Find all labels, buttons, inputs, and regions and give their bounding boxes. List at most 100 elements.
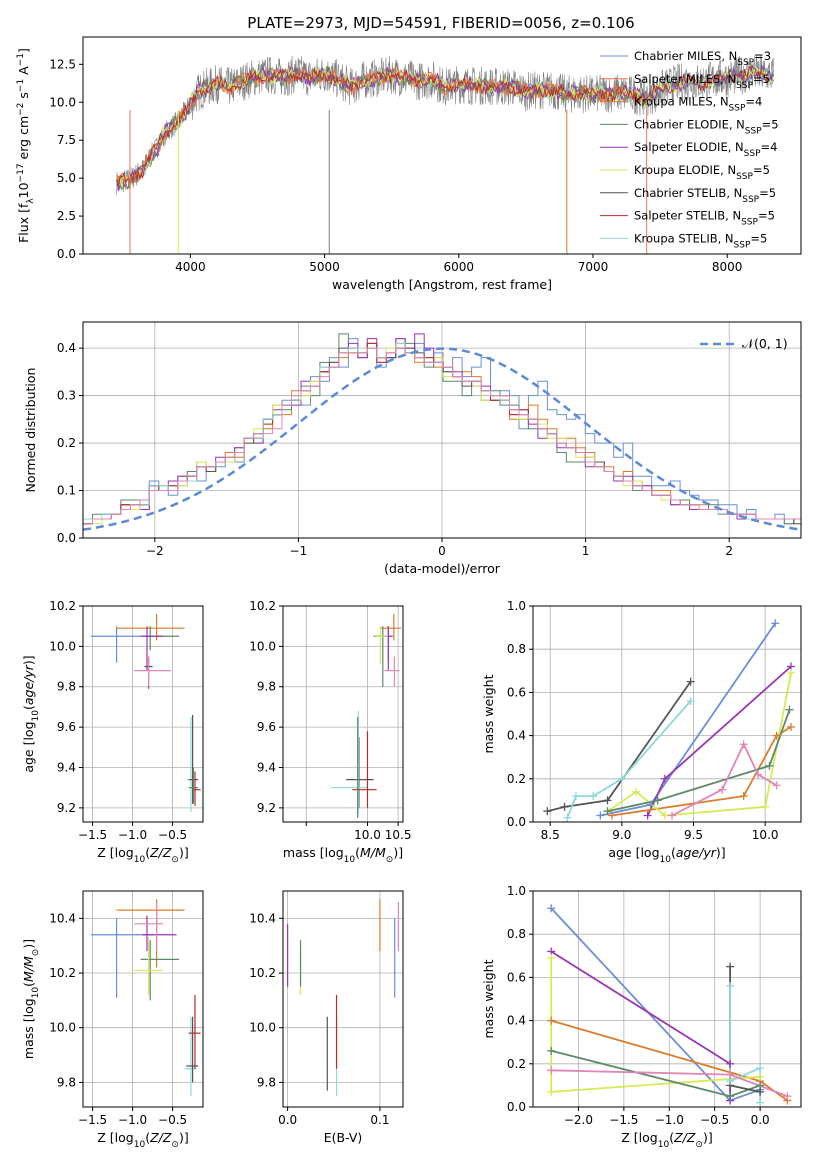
y-tick-label: 10.0	[249, 639, 276, 653]
x-tick-label: 0	[438, 544, 446, 558]
x-tick-label: 8000	[712, 260, 743, 274]
panel-mass-vs-EBV: 0.0 0.1 9.8 10.0 10.2 10.4 E(B-V)	[249, 890, 404, 1145]
y-tick-label: 0.1	[57, 484, 76, 498]
y-tick-label: 9.4	[57, 760, 76, 774]
x-axis-label: mass [log10(M/M⊙)]	[283, 845, 403, 865]
panel-age-vs-mass: 10.0 10.5 9.2 9.4 9.6 9.8 10.0 10.2 mass [log10(…	[249, 599, 411, 865]
x-axis-label: age [log10(age/yr)]	[608, 845, 725, 865]
plot-area-residuals	[83, 333, 801, 538]
x-tick-label: 0.0	[278, 1113, 297, 1127]
y-tick-label: 0.0	[507, 815, 526, 829]
x-tick-label: 8.5	[541, 828, 560, 842]
x-tick-label: −1.5	[609, 1113, 638, 1127]
y-tick-label: 10.0	[49, 95, 76, 109]
y-axis-label: age [log10(age/yr)]	[21, 655, 41, 772]
x-tick-label: 1	[582, 544, 590, 558]
y-tick-label: 9.2	[257, 801, 276, 815]
y-tick-label: 9.8	[57, 680, 76, 694]
plot-area-mass-vs-EBV	[287, 899, 399, 1097]
legend-label: Kroupa MILES, NSSP=4	[634, 95, 762, 114]
y-tick-label: 2.5	[57, 209, 76, 223]
x-axis-label: E(B-V)	[324, 1130, 363, 1145]
y-axis-label: mass [log10(M/M⊙)]	[21, 939, 41, 1059]
x-tick-label: −1	[290, 544, 308, 558]
y-tick-label: 7.5	[57, 133, 76, 147]
y-tick-label: 12.5	[49, 57, 76, 71]
x-axis-label: Z [log10(Z/Z⊙)]	[97, 845, 188, 865]
y-tick-label: 10.2	[249, 966, 276, 980]
axes-frame	[282, 605, 404, 823]
normal-curve-line	[83, 347, 801, 531]
x-tick-label: −2	[146, 544, 164, 558]
weight-series-line	[611, 726, 792, 817]
x-tick-label: 10.0	[354, 828, 381, 842]
y-tick-label: 0.8	[507, 927, 526, 941]
y-tick-label: 10.2	[249, 599, 276, 613]
x-axis-label: (data-model)/error	[384, 561, 501, 576]
y-tick-label: 0.2	[507, 772, 526, 786]
x-tick-label: 0.0	[751, 1113, 770, 1127]
x-tick-label: 0.1	[370, 1113, 389, 1127]
spectrum-model-line	[116, 64, 774, 187]
y-tick-label: 0.6	[507, 970, 526, 984]
y-tick-label: 9.6	[257, 720, 276, 734]
plot-area-age-vs-Z	[91, 614, 201, 812]
x-tick-label: −1.5	[78, 828, 107, 842]
legend-label: Chabrier MILES, NSSP=3	[634, 49, 771, 68]
y-tick-label: 0.2	[507, 1057, 526, 1071]
axes-frame	[532, 605, 802, 823]
y-tick-label: 0.3	[57, 389, 76, 403]
x-tick-label: 6000	[444, 260, 475, 274]
y-tick-label: 9.8	[57, 1075, 76, 1089]
histogram-series-line	[83, 347, 801, 538]
x-tick-label: −0.5	[158, 1113, 187, 1127]
y-tick-label: 0.8	[507, 642, 526, 656]
axes-frame	[82, 605, 204, 823]
legend-label: 𝒩(0, 1)	[742, 336, 788, 351]
axes-frame	[82, 890, 204, 1108]
y-tick-label: 10.0	[249, 1021, 276, 1035]
y-tick-label: 1.0	[507, 884, 526, 898]
y-tick-label: 9.4	[257, 760, 276, 774]
y-tick-label: 1.0	[507, 599, 526, 613]
y-axis-label: mass weight	[481, 959, 496, 1038]
panels-group: 4000 5000 6000 7000 80000.02.55.07.510.012.5…	[16, 36, 802, 1150]
y-tick-label: 10.0	[49, 639, 76, 653]
y-tick-label: 0.0	[507, 1100, 526, 1114]
panel-spectrum: 4000 5000 6000 7000 8000 0.0 2.5 5.0 7.5 10.0 12.5…	[16, 36, 802, 292]
y-tick-label: 10.4	[49, 911, 76, 925]
y-tick-label: 0.6	[507, 685, 526, 699]
y-axis-label: mass weight	[481, 674, 496, 753]
x-tick-label: 7000	[578, 260, 609, 274]
x-axis-label: wavelength [Angstrom, rest frame]	[332, 277, 552, 292]
x-tick-label: 9.0	[612, 828, 631, 842]
y-tick-label: 9.8	[257, 1075, 276, 1089]
legend-label: Chabrier ELODIE, NSSP=5	[634, 117, 779, 136]
plot-area-spectrum	[116, 54, 775, 254]
y-axis-label: Normed distribution	[23, 368, 38, 493]
x-tick-label: 2	[725, 544, 733, 558]
panel-weight-vs-age: 8.5 9.0 9.5 10.0 0.0 0.2 0.4 0.6 0.8 1.0 age [log1…	[481, 599, 802, 865]
panel-mass-vs-Z: −1.5 −1.0 −0.5 9.8 10.0 10.2 10.4 Z [log10(Z/Z⊙…	[21, 890, 204, 1150]
x-axis-label: Z [log10(Z/Z⊙)]	[621, 1130, 712, 1150]
x-tick-label: 10.0	[752, 828, 779, 842]
plot-area-mass-vs-Z	[91, 899, 201, 1097]
y-tick-label: 10.0	[49, 1021, 76, 1035]
x-tick-label: −1.5	[78, 1113, 107, 1127]
y-tick-label: 10.2	[49, 599, 76, 613]
y-tick-label: 9.8	[257, 680, 276, 694]
axes-frame	[282, 890, 404, 1108]
y-tick-label: 10.4	[249, 911, 276, 925]
y-tick-label: 9.6	[57, 720, 76, 734]
y-tick-label: 0.0	[57, 531, 76, 545]
legend-label: Salpeter ELODIE, NSSP=4	[634, 140, 777, 159]
legend-label: Kroupa ELODIE, NSSP=5	[634, 163, 770, 182]
y-tick-label: 9.2	[57, 801, 76, 815]
x-tick-label: −1.0	[655, 1113, 684, 1127]
y-tick-label: 10.2	[49, 966, 76, 980]
spectrum-legend: Chabrier MILES, NSSP=3 Salpeter MILES, NS…	[600, 49, 779, 250]
x-tick-label: 10.5	[385, 828, 412, 842]
plot-area-age-vs-mass	[330, 614, 402, 818]
legend-label: Salpeter MILES, NSSP=5	[634, 72, 770, 91]
